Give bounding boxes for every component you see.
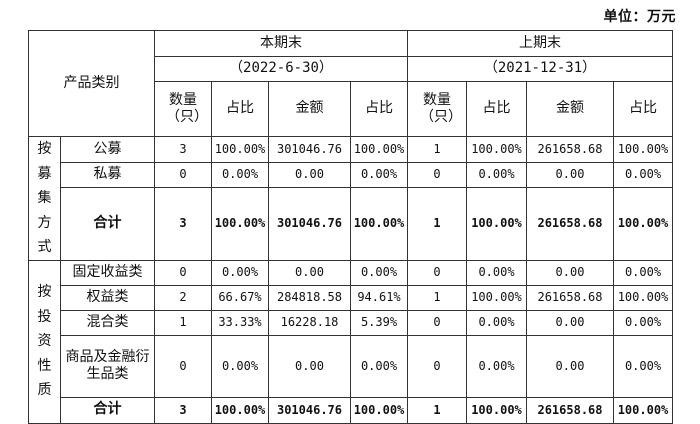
cell: 100.00%	[211, 136, 269, 163]
cell: 0	[154, 334, 212, 398]
row-name: 商品及金融衍生品类	[60, 334, 155, 398]
row-name: 权益类	[60, 284, 155, 311]
cell: 2	[154, 284, 212, 311]
cell: 1	[154, 309, 212, 336]
cell: 0.00	[268, 259, 351, 286]
total-row: 合计 3 100.00% 301046.76 100.00% 1 100.00%…	[29, 396, 673, 424]
col-count-prior: 数量（只）	[407, 81, 467, 137]
cell: 0.00	[268, 161, 351, 189]
cell: 100.00%	[466, 136, 527, 163]
unit-label: 单位：万元	[603, 9, 676, 25]
total-label: 合计	[60, 396, 155, 424]
cell: 0.00%	[466, 334, 527, 398]
col-count-current: 数量（只）	[154, 81, 212, 137]
cell: 0	[407, 309, 467, 336]
table-row: 权益类 2 66.67% 284818.58 94.61% 1 100.00% …	[29, 284, 673, 311]
cell: 1	[407, 284, 467, 311]
cell: 0.00%	[466, 161, 527, 189]
cell: 100.00%	[466, 187, 527, 261]
table-row: 按投资性质 固定收益类 0 0.00% 0.00 0.00% 0 0.00% 0…	[28, 259, 673, 424]
total-label: 合计	[60, 187, 155, 261]
col-ratio-prior: 占比	[466, 81, 527, 137]
cell: 16228.18	[268, 309, 351, 336]
cell: 301046.76	[268, 136, 351, 163]
cell: 0.00	[268, 334, 351, 398]
cell: 1	[407, 187, 467, 261]
cell: 0	[407, 259, 467, 286]
col-ratio2-prior: 占比	[613, 81, 673, 137]
product-category-table: 产品类别 本期末 上期末 （2022-6-30） （2021-12-31） 数量…	[28, 30, 673, 424]
cell: 0.00%	[613, 161, 673, 189]
current-period-date: （2022-6-30）	[154, 56, 408, 82]
cell: 261658.68	[526, 396, 614, 424]
cell: 0	[407, 161, 467, 189]
cell: 0.00%	[613, 309, 673, 336]
cell: 301046.76	[268, 187, 351, 261]
col-amount-prior: 金额	[526, 81, 614, 137]
cell: 0.00	[526, 334, 614, 398]
table-row: 按募集方式 公募 3 100.00% 301046.76 100.00% 1 1…	[28, 136, 673, 261]
cell: 261658.68	[526, 187, 614, 261]
cell: 261658.68	[526, 284, 614, 311]
table-row: 混合类 1 33.33% 16228.18 5.39% 0 0.00% 0.00…	[29, 309, 673, 336]
col-ratio2-current: 占比	[350, 81, 408, 137]
category-header: 产品类别	[28, 30, 155, 137]
row-name: 混合类	[60, 309, 155, 336]
cell: 0.00%	[211, 334, 269, 398]
current-period-title: 本期末	[154, 30, 408, 57]
cell: 3	[154, 396, 212, 424]
cell: 100.00%	[466, 284, 527, 311]
cell: 3	[154, 136, 212, 163]
cell: 0.00%	[613, 334, 673, 398]
cell: 0	[407, 334, 467, 398]
table-row: 私募 0 0.00% 0.00 0.00% 0 0.00% 0.00 0.00%	[29, 161, 673, 189]
cell: 33.33%	[211, 309, 269, 336]
prior-period-title: 上期末	[407, 30, 673, 57]
cell: 3	[154, 187, 212, 261]
prior-period-date: （2021-12-31）	[407, 56, 673, 82]
col-ratio-current: 占比	[211, 81, 269, 137]
row-name: 公募	[60, 136, 155, 163]
cell: 301046.76	[268, 396, 351, 424]
cell: 1	[407, 396, 467, 424]
cell: 100.00%	[466, 396, 527, 424]
cell: 0.00%	[350, 259, 408, 286]
cell: 0.00%	[211, 161, 269, 189]
table-row: 商品及金融衍生品类 0 0.00% 0.00 0.00% 0 0.00% 0.0…	[29, 334, 673, 398]
cell: 100.00%	[350, 396, 408, 424]
cell: 100.00%	[613, 396, 673, 424]
cell: 0.00%	[211, 259, 269, 286]
group-label: 按投资性质	[28, 259, 61, 424]
cell: 5.39%	[350, 309, 408, 336]
cell: 100.00%	[613, 136, 673, 163]
cell: 1	[407, 136, 467, 163]
cell: 0.00%	[466, 259, 527, 286]
cell: 100.00%	[350, 136, 408, 163]
cell: 0.00	[526, 259, 614, 286]
cell: 100.00%	[613, 284, 673, 311]
cell: 100.00%	[211, 396, 269, 424]
cell: 94.61%	[350, 284, 408, 311]
cell: 284818.58	[268, 284, 351, 311]
cell: 0.00	[526, 161, 614, 189]
total-row: 合计 3 100.00% 301046.76 100.00% 1 100.00%…	[29, 187, 673, 261]
cell: 261658.68	[526, 136, 614, 163]
row-name: 固定收益类	[60, 259, 155, 286]
cell: 0	[154, 161, 212, 189]
cell: 0.00%	[350, 334, 408, 398]
col-amount-current: 金额	[268, 81, 351, 137]
cell: 66.67%	[211, 284, 269, 311]
cell: 0	[154, 259, 212, 286]
cell: 100.00%	[350, 187, 408, 261]
group-label: 按募集方式	[28, 136, 61, 261]
cell: 100.00%	[613, 187, 673, 261]
cell: 0.00%	[613, 259, 673, 286]
cell: 0.00%	[466, 309, 527, 336]
row-name: 私募	[60, 161, 155, 189]
cell: 100.00%	[211, 187, 269, 261]
cell: 0.00%	[350, 161, 408, 189]
cell: 0.00	[526, 309, 614, 336]
